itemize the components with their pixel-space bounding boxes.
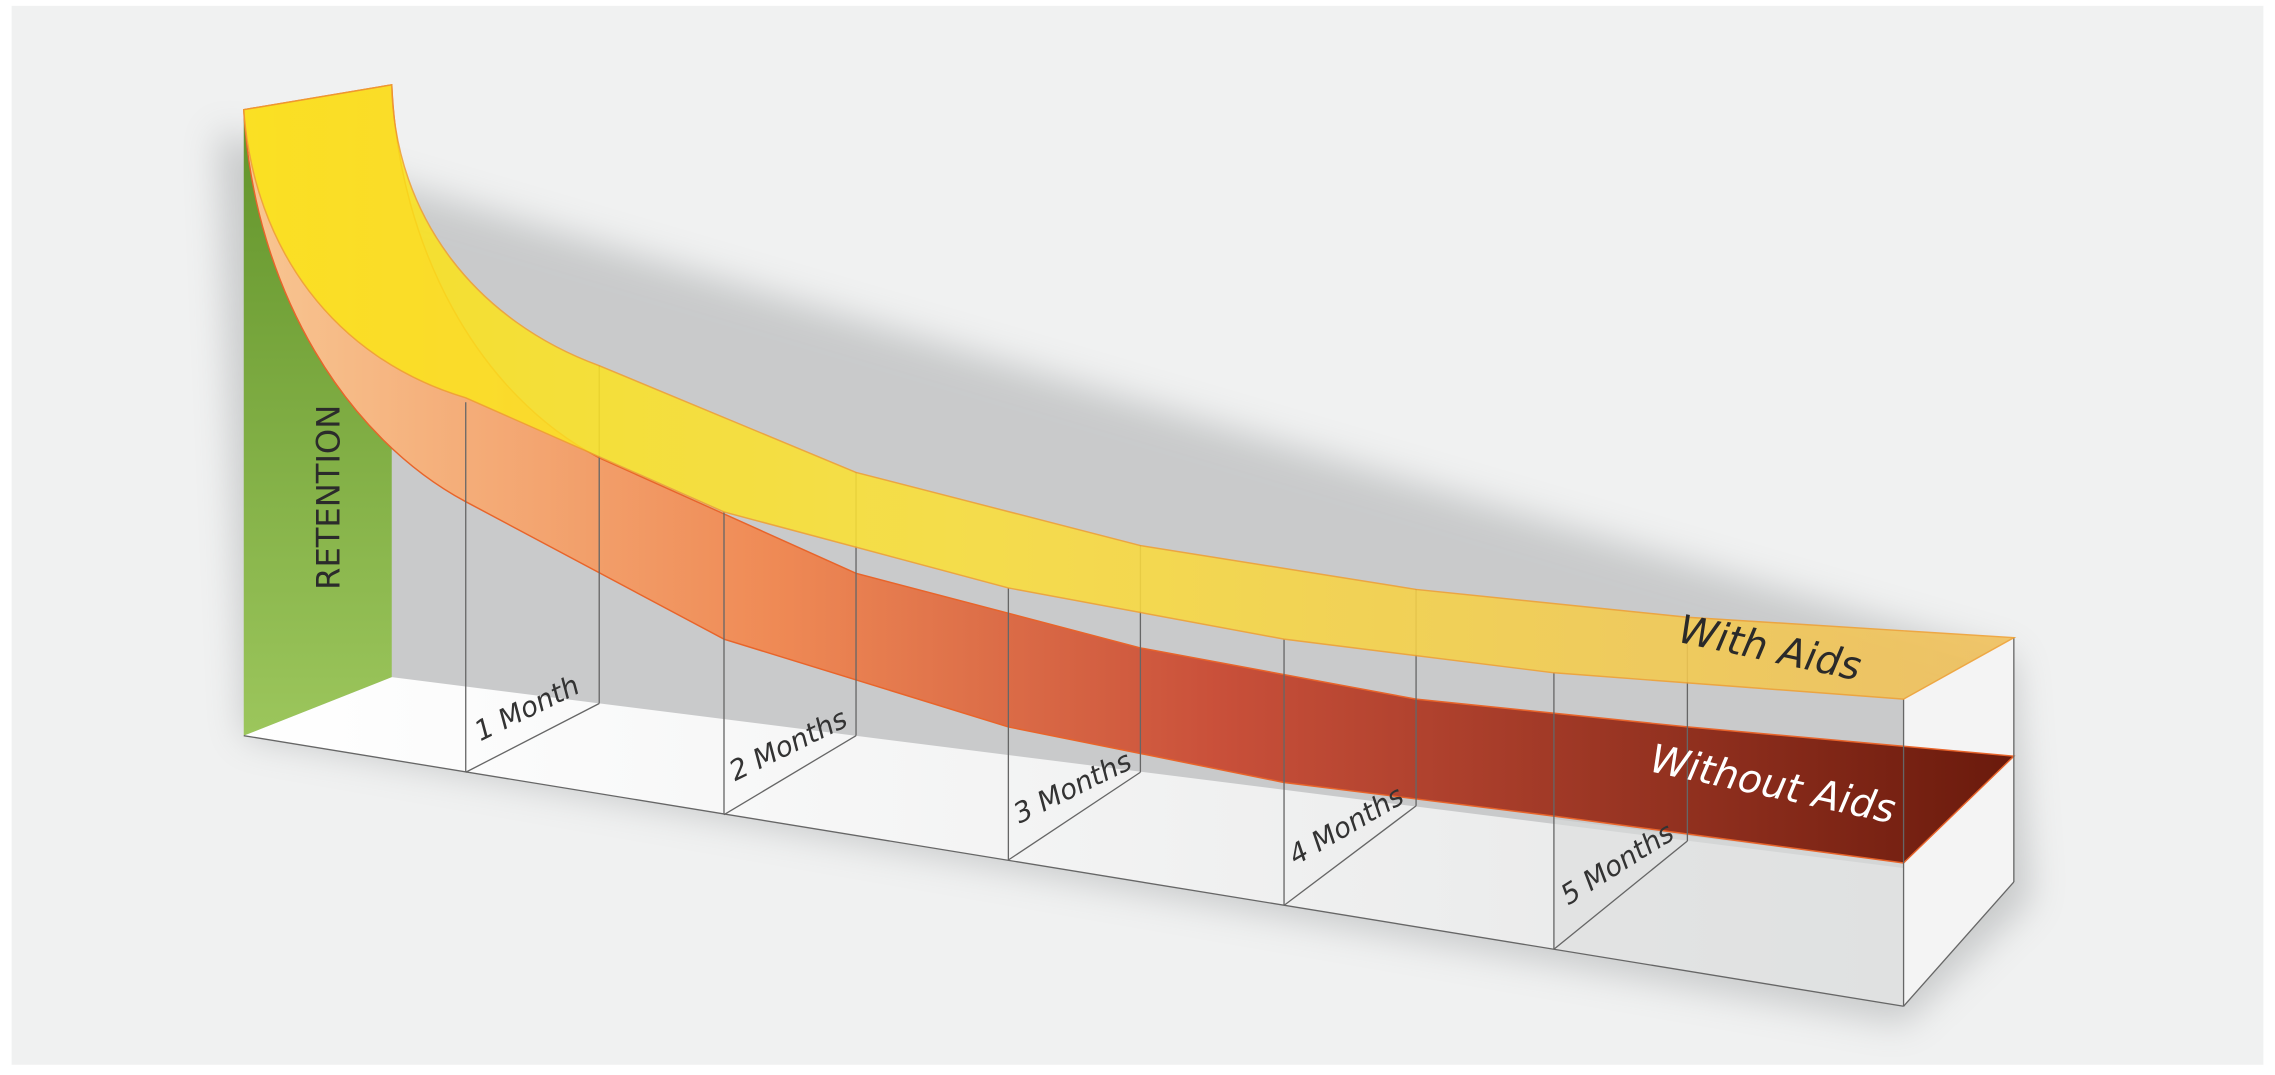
floor-edge [1903, 881, 2015, 1007]
end-face [1903, 637, 2014, 1007]
divider [1553, 840, 1688, 950]
floor-edge [243, 735, 1904, 1007]
divider [465, 702, 600, 773]
front-shade [1553, 819, 1904, 1007]
divider [723, 735, 857, 816]
dividers [243, 365, 2015, 1007]
divider [1283, 805, 1417, 906]
with-aids-surface [242, 83, 2017, 700]
divider [1008, 771, 1141, 861]
axis-label: RETENTION [310, 405, 348, 590]
